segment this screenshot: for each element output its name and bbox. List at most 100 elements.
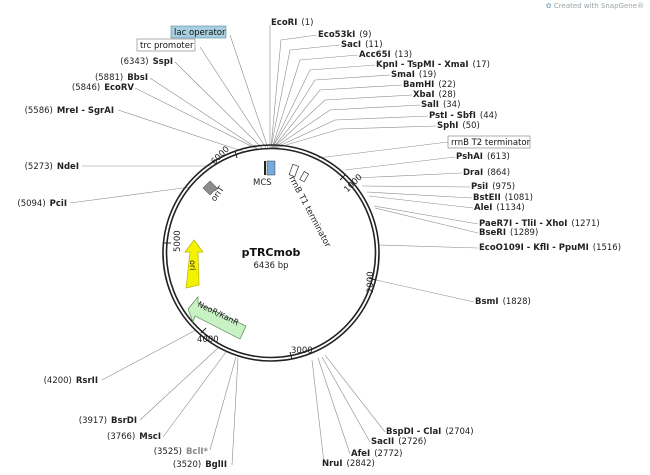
ori-arrow xyxy=(184,239,204,289)
backbone-inner xyxy=(165,147,377,359)
site-sacii: SacII (2726) xyxy=(371,437,427,447)
leader-ecorv xyxy=(134,87,258,150)
site-bsmi: BsmI (1828) xyxy=(475,297,531,307)
mcs-label: MCS xyxy=(253,178,272,188)
leader-psti xyxy=(274,115,429,149)
site-bcli: (3525) BclI* xyxy=(154,447,209,457)
leader-rsrii xyxy=(101,329,197,381)
site-smai: SmaI (19) xyxy=(391,70,436,80)
leader-afei xyxy=(317,357,351,455)
plasmid-size: 6436 bp xyxy=(253,261,288,271)
tick-label-6000: 6000 xyxy=(209,145,231,167)
site-acc65i: Acc65I (13) xyxy=(359,50,412,60)
mcs-box xyxy=(266,160,276,176)
rrnb-t1-label: rrnB T1 terminator xyxy=(286,175,332,250)
rrnb-t1-terminator xyxy=(288,163,310,183)
leader-sali xyxy=(273,104,421,149)
leader-bsteii xyxy=(366,191,473,199)
leader-sphi xyxy=(275,125,437,149)
tick-label-4000: 4000 xyxy=(197,335,219,345)
site-saci: SacI (11) xyxy=(341,40,383,50)
leader-nrui xyxy=(311,359,325,464)
leader-bglii xyxy=(231,357,239,466)
mcs-line xyxy=(264,161,266,175)
leader-msci xyxy=(162,351,227,438)
snapgene-watermark: ✿ Created with SnapGene® xyxy=(545,2,644,10)
site-afei: AfeI (2772) xyxy=(351,449,402,459)
leader-acc65i xyxy=(271,54,359,149)
leader-smai xyxy=(271,74,391,149)
rrnb-t2-box: rrnB T2 terminator xyxy=(447,135,531,149)
site-nrui: NruI (2842) xyxy=(322,459,375,469)
site-eco0109i: EcoO109I - KflI - PpuMI (1516) xyxy=(479,243,621,253)
tick-label-2000: 2000 xyxy=(366,271,376,293)
leader-bcli xyxy=(209,356,237,451)
site-bsrdi: (3917) BsrDI xyxy=(79,416,137,426)
ori-label: ori xyxy=(188,260,197,270)
leader-sspi xyxy=(174,61,263,149)
leader-alei xyxy=(368,195,474,209)
site-drai: DraI (864) xyxy=(463,168,510,178)
lac-operator-box: lac operator xyxy=(170,25,227,39)
leader-eco53ki xyxy=(270,34,318,149)
leader-kpni xyxy=(271,64,376,149)
backbone-outer xyxy=(162,144,380,362)
leader-bseri xyxy=(374,207,479,234)
site-sphi: SphI (50) xyxy=(437,121,480,131)
trc-promoter-box: trc promoter xyxy=(136,38,196,52)
leader-lines xyxy=(69,25,479,466)
tick-3000 xyxy=(289,351,293,360)
leader-saci xyxy=(270,44,341,149)
site-rsrii: (4200) RsrII xyxy=(44,376,98,386)
tick-label-3000: 3000 xyxy=(291,346,313,356)
leader-pshai xyxy=(344,156,456,171)
site-alei: AleI (1134) xyxy=(474,203,525,213)
site-bsteii: BstEII (1081) xyxy=(473,193,533,203)
site-xbai: XbaI (28) xyxy=(413,90,456,100)
tick-label-5000: 5000 xyxy=(173,230,183,252)
tick-6000 xyxy=(234,150,238,159)
site-sali: SalI (34) xyxy=(421,100,460,110)
leader-psii xyxy=(361,185,471,188)
leader-xbai xyxy=(272,94,413,149)
site-mrei: (5586) MreI - SgrAI xyxy=(25,106,114,116)
tick-2000 xyxy=(368,277,377,281)
leader-bsmi xyxy=(375,279,475,303)
leader-drai xyxy=(354,172,463,179)
site-bamhi: BamHI (22) xyxy=(403,80,456,90)
site-msci: (3766) MscI xyxy=(107,432,161,442)
site-eco53ki: Eco53kI (9) xyxy=(318,30,371,40)
site-ecori: EcoRI (1) xyxy=(271,18,313,28)
tick-marks xyxy=(164,150,377,360)
leader-bamhi xyxy=(272,84,403,149)
site-bbsi: (5881) BbsI xyxy=(95,73,148,83)
site-bglii: (3520) BglII xyxy=(173,460,227,470)
mcs-marker xyxy=(264,160,276,176)
snapgene-logo-icon: ✿ xyxy=(545,2,552,10)
leader-rrnb-t2 xyxy=(317,141,449,159)
site-bspdi: BspDI - ClaI (2704) xyxy=(386,427,474,437)
leader-bbsi xyxy=(149,77,259,150)
site-psti: PstI - SbfI (44) xyxy=(429,111,497,121)
site-pshai: PshAI (613) xyxy=(456,152,510,162)
leader-bspdi xyxy=(324,354,386,433)
leader-pcii xyxy=(69,186,191,204)
site-sspi: (6343) SspI xyxy=(120,57,173,67)
site-ndei: (5273) NdeI xyxy=(25,162,79,172)
leader-mrei xyxy=(117,109,246,153)
neor-arrow xyxy=(187,296,247,340)
tick-1000 xyxy=(339,174,346,181)
leader-trc xyxy=(199,46,267,149)
site-paer7i: PaeR7I - TliI - XhoI (1271) xyxy=(479,219,600,229)
leader-sacii xyxy=(321,356,371,443)
leader-bsrdi xyxy=(139,347,219,421)
leader-lacop xyxy=(229,34,269,149)
site-psii: PsiI (975) xyxy=(471,182,515,192)
rrnb-t2-label: rrnB T2 terminator xyxy=(451,138,531,148)
trc-promoter-label: trc promoter xyxy=(140,41,194,51)
orit-marker xyxy=(202,180,218,196)
site-ecorv: (5846) EcoRV xyxy=(72,83,134,93)
leader-eco0109i xyxy=(379,244,479,249)
tick-4000 xyxy=(200,327,207,334)
